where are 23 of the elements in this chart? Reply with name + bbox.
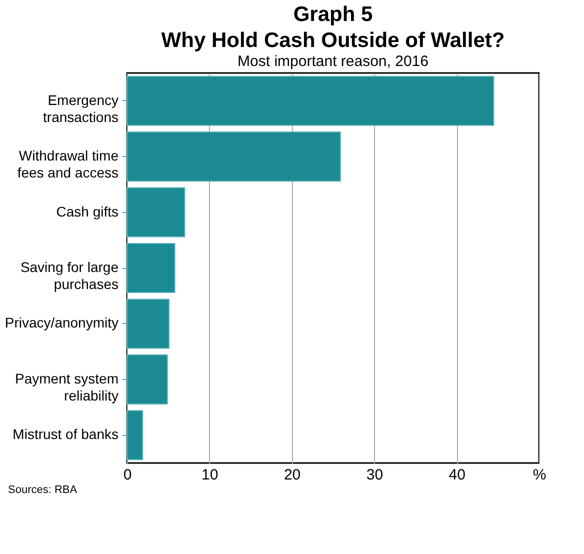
chart-subtitle: Most important reason, 2016 [238, 53, 428, 70]
x-tick-label: 0 [123, 466, 132, 484]
y-tick-label: Cash gifts [56, 203, 118, 220]
y-tick-label: Mistrust of banks [12, 426, 118, 442]
x-tick-label: 10 [202, 466, 218, 484]
bar [126, 132, 341, 182]
x-tick-label: 30 [366, 466, 384, 484]
y-tick-label: Saving for large purchases [20, 259, 119, 292]
x-tick-label: 40 [448, 466, 466, 484]
bar [126, 410, 144, 460]
bar [126, 354, 168, 404]
y-tick-label: Withdrawal time fees and access [17, 148, 119, 181]
y-tick-label: Payment system reliability [15, 370, 118, 404]
y-tick-label: Emergency transactions [43, 92, 118, 125]
source-note: Sources: RBA [8, 484, 78, 496]
bar [126, 242, 176, 294]
bar [126, 187, 186, 238]
bar [126, 76, 494, 126]
y-tick-label: Privacy/anonymity [4, 314, 118, 331]
chart-title: Graph 5 Why Hold Cash Outside of Wallet? [161, 3, 505, 52]
x-tick-label: % [532, 466, 546, 484]
bar [126, 298, 170, 349]
x-tick-label: 20 [284, 466, 301, 484]
